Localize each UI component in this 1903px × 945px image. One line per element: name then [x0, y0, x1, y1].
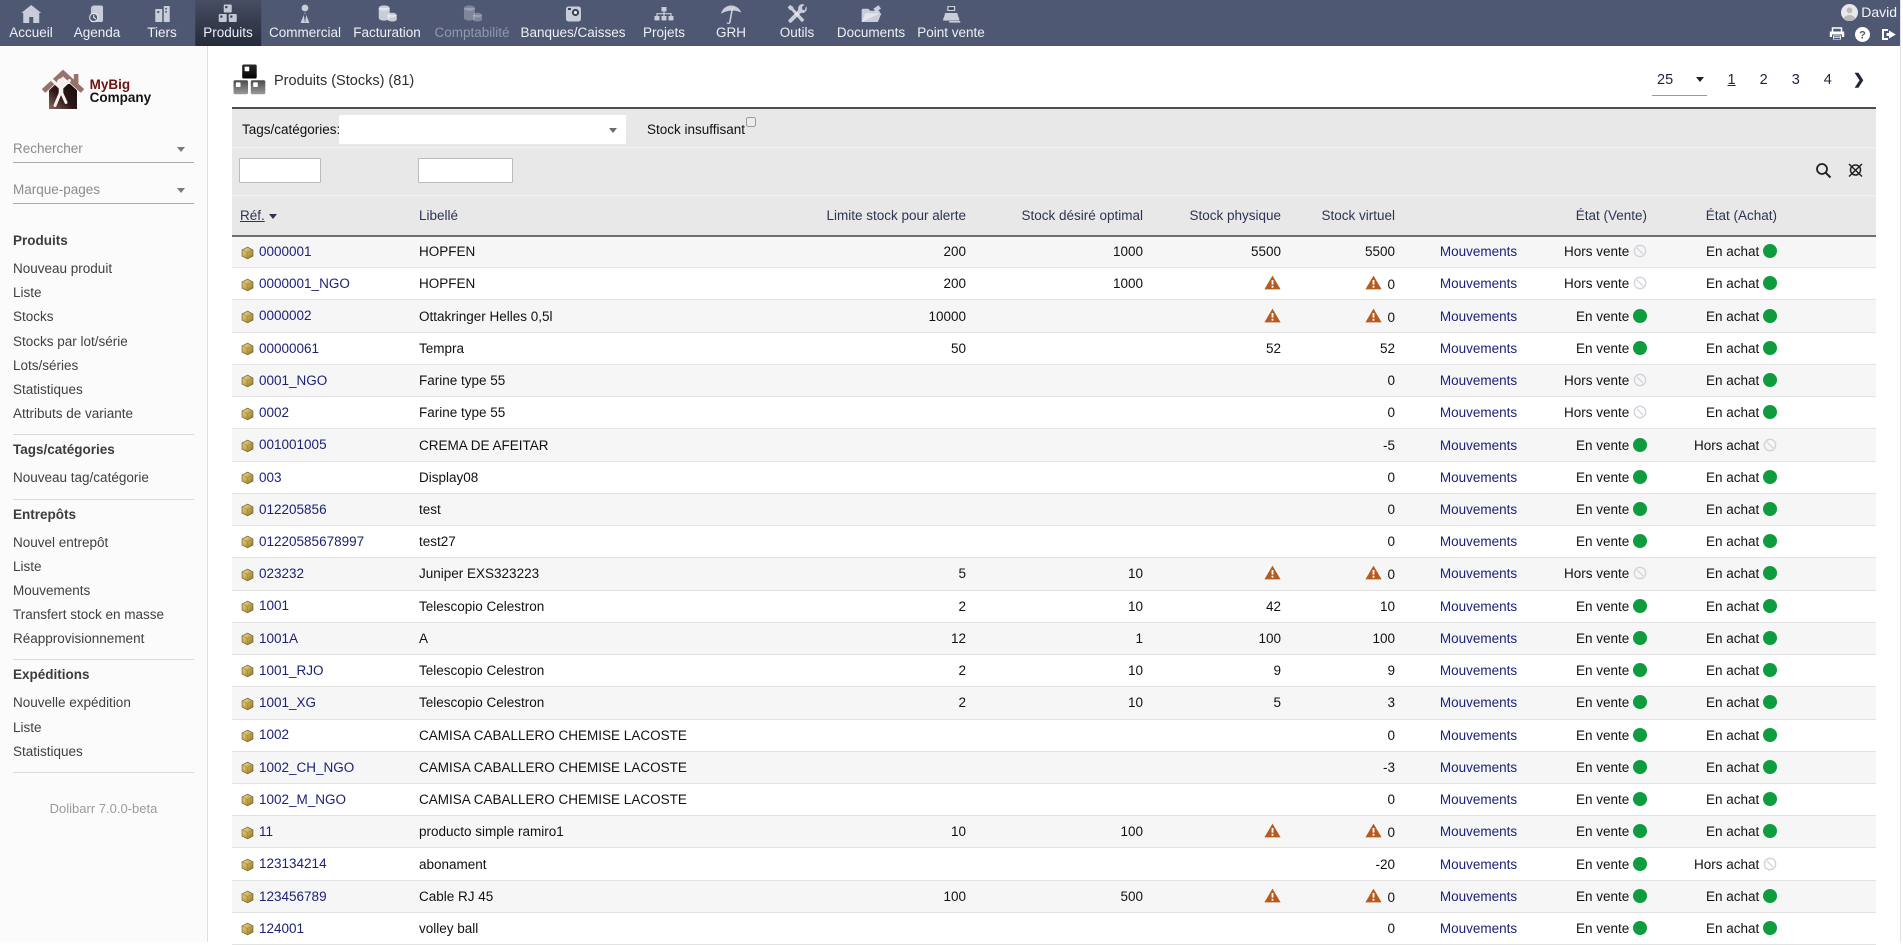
svg-text:?: ? — [1860, 29, 1867, 41]
